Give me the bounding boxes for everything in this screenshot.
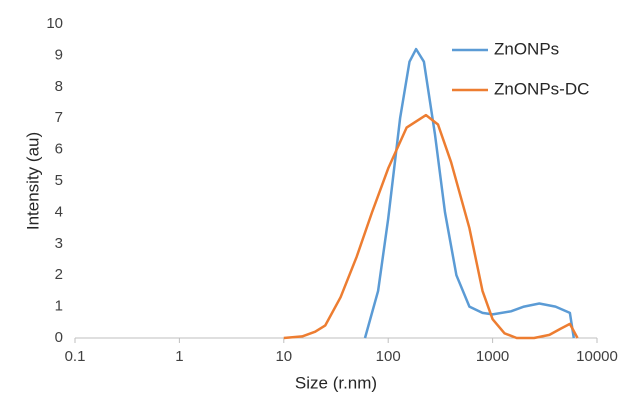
x-tick-label: 10: [275, 348, 292, 365]
x-tick-label: 10000: [576, 348, 618, 365]
x-tick-label: 100: [376, 348, 401, 365]
y-tick-label: 10: [46, 15, 63, 32]
y-tick-label: 3: [55, 235, 63, 252]
y-tick-label: 0: [55, 329, 63, 346]
x-tick-label: 0.1: [65, 348, 86, 365]
x-tick-label: 1000: [476, 348, 509, 365]
y-tick-label: 9: [55, 46, 63, 63]
y-axis-title: Intensity (au): [23, 132, 42, 230]
legend-text: ZnONPs: [494, 39, 559, 58]
y-tick-label: 7: [55, 109, 63, 126]
y-tick-label: 4: [55, 203, 63, 220]
series-line: [363, 47, 576, 339]
series-line: [283, 113, 579, 340]
y-tick-label: 6: [55, 141, 63, 158]
x-tick-label: 1: [175, 348, 183, 365]
y-tick-label: 1: [55, 298, 63, 315]
x-axis-title: Size (r.nm): [295, 373, 377, 392]
legend-text: ZnONPs-DC: [494, 79, 589, 98]
y-tick-label: 2: [55, 266, 63, 283]
y-tick-label: 5: [55, 172, 63, 189]
y-tick-label: 8: [55, 78, 63, 95]
